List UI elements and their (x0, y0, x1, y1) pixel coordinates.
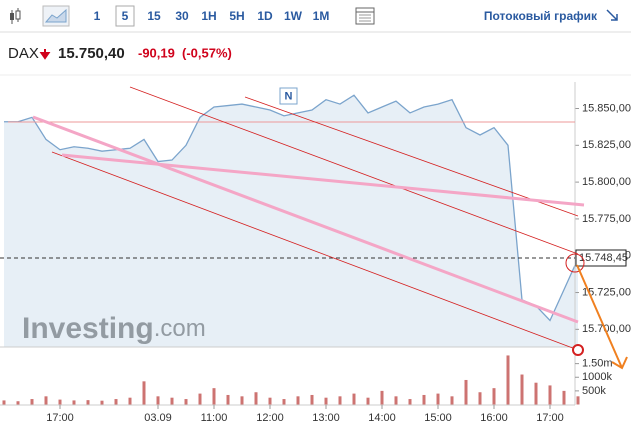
x-tick-label: 17:00 (46, 412, 74, 424)
x-tick-label: 12:00 (256, 412, 284, 424)
volume-tick-label: 1000k (582, 371, 612, 383)
volume-bar (324, 397, 328, 405)
volume-bar (408, 399, 412, 405)
watermark: Investing.com (22, 312, 206, 345)
y-tick-label: 15.850,00 (582, 102, 631, 114)
change: -90,19 (138, 45, 175, 60)
volume-bar (436, 393, 440, 405)
volume-bar (226, 394, 230, 405)
volume-bar (44, 396, 48, 405)
x-tick-label: 13:00 (312, 412, 340, 424)
volume-bar (296, 396, 300, 405)
volume-bar (562, 390, 566, 405)
volume-bar (72, 400, 76, 405)
volume-tick-label: 500k (582, 385, 606, 397)
plot-area (0, 82, 575, 347)
volume-bar (156, 396, 160, 405)
interval-button[interactable]: 30 (175, 9, 189, 23)
volume-bar (100, 400, 104, 405)
volume-bar (212, 388, 216, 405)
volume-bar (254, 392, 258, 405)
y-tick-label: 15.700,00 (582, 323, 631, 335)
stream-link[interactable]: Потоковый график (484, 9, 598, 23)
volume-bar (142, 381, 146, 405)
y-tick-label: 15.775,00 (582, 213, 631, 225)
volume-bar (114, 399, 118, 405)
volume-bar (310, 394, 314, 405)
volume-bar (492, 388, 496, 405)
last-price-label: 15.748,45 (579, 252, 628, 264)
interval-button[interactable]: 1M (313, 9, 330, 23)
symbol: DAX (8, 45, 39, 62)
interval-button[interactable]: 15 (147, 9, 161, 23)
interval-button[interactable]: 1 (94, 9, 101, 23)
volume-bar (268, 397, 272, 405)
watermark-suffix: .com (154, 315, 206, 342)
price: 15.750,40 (58, 45, 125, 62)
volume-bar (548, 385, 552, 405)
volume-bar (422, 394, 426, 405)
table-icon[interactable] (355, 7, 375, 25)
watermark-main: Investing (22, 312, 154, 345)
event-marker-box (279, 87, 298, 105)
volume-bar (338, 396, 342, 405)
volume-bar (352, 393, 356, 405)
event-marker: N (285, 90, 293, 102)
y-tick-label: 15.725,00 (582, 286, 631, 298)
change-percent: (-0,57%) (182, 45, 232, 60)
x-tick-label: 15:00 (424, 412, 452, 424)
volume-bar (2, 400, 6, 405)
volume-tick-label: 1.50m (582, 358, 613, 370)
down-arrow (39, 49, 51, 60)
last-price-box (575, 249, 627, 267)
volume-bar (30, 399, 34, 405)
x-tick-label: 11:00 (201, 412, 228, 424)
x-tick-label: 14:00 (368, 412, 396, 424)
interval-button[interactable]: 1H (201, 9, 216, 23)
area-icon[interactable] (42, 5, 70, 27)
volume-bar (464, 379, 468, 405)
volume-bar (128, 397, 132, 405)
volume-bar (366, 397, 370, 405)
volume-bar (506, 355, 510, 405)
volume-bar (170, 397, 174, 405)
stream-arrow-icon[interactable] (606, 9, 618, 21)
volume-bar (184, 399, 188, 405)
volume-bar (450, 396, 454, 405)
x-tick-label: 03.09 (144, 412, 172, 424)
y-tick-label: 15.825,00 (582, 139, 631, 151)
interval-button[interactable]: 5H (229, 9, 244, 23)
volume-bar (534, 382, 538, 405)
volume-bar (380, 390, 384, 405)
volume-bar (576, 396, 580, 405)
y-tick-label: 15.800,00 (582, 176, 631, 188)
volume-bar (282, 399, 286, 405)
candle-icon[interactable] (10, 8, 21, 24)
interval-button[interactable]: 1W (284, 9, 303, 23)
volume-bar (394, 396, 398, 405)
trend-lines (8, 86, 628, 370)
volume-bar (198, 393, 202, 405)
volume-bar (520, 374, 524, 405)
volume-bar (58, 399, 62, 405)
volume-bar (16, 401, 20, 405)
price-area (4, 95, 578, 347)
interval-button[interactable]: 5 (122, 9, 129, 23)
volume-bar (240, 396, 244, 405)
x-tick-label: 16:00 (480, 412, 508, 424)
selected-box (115, 5, 135, 27)
volume-bar (86, 400, 90, 405)
volume-bar (478, 392, 482, 405)
x-tick-label: 17:00 (536, 412, 564, 424)
price-line (4, 94, 579, 322)
interval-button[interactable]: 1D (257, 9, 273, 23)
